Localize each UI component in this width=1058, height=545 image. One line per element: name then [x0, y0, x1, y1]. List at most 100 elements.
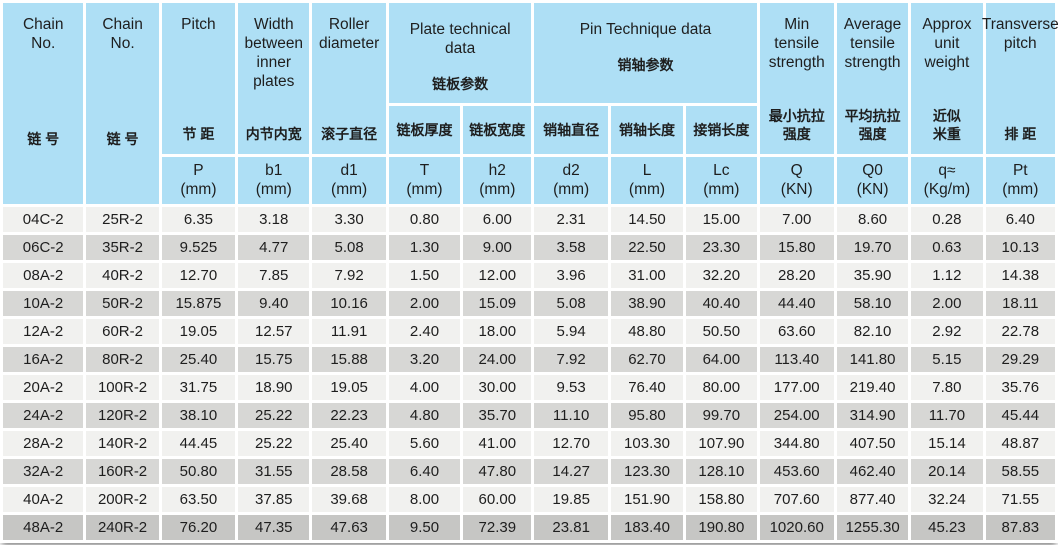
value-cell: 128.10: [686, 459, 757, 484]
value-cell: 19.70: [836, 235, 909, 260]
min-tensile-zh-label: 最小抗拉 强度: [768, 107, 825, 142]
approx-weight-zh-label: 近似 米重: [932, 107, 961, 142]
chain-no-cell: 28A-2: [3, 431, 84, 456]
value-cell: 14.38: [985, 263, 1055, 288]
value-cell: 45.44: [985, 403, 1055, 428]
value-cell: 31.55: [238, 459, 310, 484]
value-cell: 47.63: [312, 515, 386, 540]
value-cell: 15.09: [463, 291, 532, 316]
subcol-header-joint-pin-length: 接销长度: [686, 106, 757, 154]
value-cell: 177.00: [759, 375, 834, 400]
value-cell: 11.10: [534, 403, 608, 428]
min-tensile-en-label: Min tensile strength: [768, 16, 825, 71]
value-cell: 87.83: [985, 515, 1055, 540]
value-cell: 4.00: [388, 375, 461, 400]
unit-header-joint-pin-length: Lc (mm): [686, 157, 757, 204]
value-cell: 25.22: [238, 431, 310, 456]
col-header-width-between-inner-plates: Width between inner plates 内节内宽: [238, 3, 310, 154]
value-cell: 22.78: [985, 319, 1055, 344]
value-cell: 0.28: [911, 207, 983, 232]
value-cell: 4.77: [238, 235, 310, 260]
chain-no-cell: 35R-2: [86, 235, 159, 260]
value-cell: 64.00: [686, 347, 757, 372]
value-cell: 7.92: [534, 347, 608, 372]
value-cell: 60.00: [463, 487, 532, 512]
value-cell: 63.50: [161, 487, 236, 512]
value-cell: 58.55: [985, 459, 1055, 484]
value-cell: 29.29: [985, 347, 1055, 372]
unit-header-min-tensile: Q (KN): [759, 157, 834, 204]
value-cell: 158.80: [686, 487, 757, 512]
value-cell: 15.00: [686, 207, 757, 232]
value-cell: 30.00: [463, 375, 532, 400]
unit-header-width: b1 (mm): [238, 157, 310, 204]
value-cell: 6.00: [463, 207, 532, 232]
value-cell: 0.80: [388, 207, 461, 232]
value-cell: 407.50: [836, 431, 909, 456]
unit-header-approx-weight: q≈ (Kg/m): [911, 157, 983, 204]
value-cell: 32.24: [911, 487, 983, 512]
value-cell: 9.525: [161, 235, 236, 260]
pin-diameter-zh-label: 销轴直径: [543, 121, 600, 138]
table-row: 48A-2 240R-2 76.20 47.35 47.63 9.50 72.39 23.81…: [3, 515, 1055, 540]
value-cell: 12.70: [161, 263, 236, 288]
group-header-pin-technique-data: Pin Technique data 销轴参数: [534, 3, 757, 103]
value-cell: 0.63: [911, 235, 983, 260]
value-cell: 35.76: [985, 375, 1055, 400]
avg-tensile-zh-label: 平均抗拉 强度: [844, 107, 901, 142]
width-en-label: Width between inner plates: [244, 16, 304, 90]
chain-no-cell: 24A-2: [3, 403, 84, 428]
value-cell: 40.40: [686, 291, 757, 316]
value-cell: 20.14: [911, 459, 983, 484]
value-cell: 8.00: [388, 487, 461, 512]
value-cell: 6.40: [388, 459, 461, 484]
value-cell: 11.91: [312, 319, 386, 344]
value-cell: 48.87: [985, 431, 1055, 456]
table-row: 06C-2 35R-2 9.525 4.77 5.08 1.30 9.00 3.58 22.50…: [3, 235, 1055, 260]
value-cell: 18.90: [238, 375, 310, 400]
unit-header-plate-thickness: T (mm): [388, 157, 461, 204]
value-cell: 7.00: [759, 207, 834, 232]
col-header-avg-tensile-strength: Average tensile strength 平均抗拉 强度: [836, 3, 909, 154]
table-row: 16A-2 80R-2 25.40 15.75 15.88 3.20 24.00 7.92 62…: [3, 347, 1055, 372]
value-cell: 2.00: [388, 291, 461, 316]
chain-no-cell: 200R-2: [86, 487, 159, 512]
value-cell: 39.68: [312, 487, 386, 512]
unit-header-pin-diameter: d2 (mm): [534, 157, 608, 204]
col-header-chain-no-1: Chain No. 链 号: [3, 3, 84, 204]
plate-group-zh-label: 链板参数: [432, 75, 489, 92]
value-cell: 3.96: [534, 263, 608, 288]
width-zh-label: 内节内宽: [245, 125, 302, 142]
value-cell: 4.80: [388, 403, 461, 428]
value-cell: 9.00: [463, 235, 532, 260]
plate-width-unit-label: h2 (mm): [479, 161, 516, 198]
chain-no-2-zh-label: 链 号: [106, 130, 139, 147]
value-cell: 183.40: [610, 515, 684, 540]
value-cell: 5.08: [312, 235, 386, 260]
chain-no-cell: 40R-2: [86, 263, 159, 288]
joint-pin-length-zh-label: 接销长度: [693, 121, 750, 138]
chain-no-1-zh-label: 链 号: [27, 130, 60, 147]
table-row: 10A-2 50R-2 15.875 9.40 10.16 2.00 15.09 5.08 38…: [3, 291, 1055, 316]
avg-tensile-en-label: Average tensile strength: [843, 16, 902, 71]
value-cell: 5.94: [534, 319, 608, 344]
value-cell: 45.23: [911, 515, 983, 540]
value-cell: 58.10: [836, 291, 909, 316]
value-cell: 462.40: [836, 459, 909, 484]
value-cell: 11.70: [911, 403, 983, 428]
pitch-unit-label: P (mm): [180, 161, 217, 198]
value-cell: 6.35: [161, 207, 236, 232]
value-cell: 1255.30: [836, 515, 909, 540]
value-cell: 151.90: [610, 487, 684, 512]
value-cell: 2.31: [534, 207, 608, 232]
joint-pin-length-unit-label: Lc (mm): [703, 161, 740, 198]
value-cell: 31.75: [161, 375, 236, 400]
approx-weight-en-label: Approx unit weight: [922, 16, 972, 71]
value-cell: 877.40: [836, 487, 909, 512]
value-cell: 10.13: [985, 235, 1055, 260]
value-cell: 41.00: [463, 431, 532, 456]
subcol-header-plate-width: 链板宽度: [463, 106, 532, 154]
value-cell: 38.90: [610, 291, 684, 316]
value-cell: 22.23: [312, 403, 386, 428]
value-cell: 95.80: [610, 403, 684, 428]
